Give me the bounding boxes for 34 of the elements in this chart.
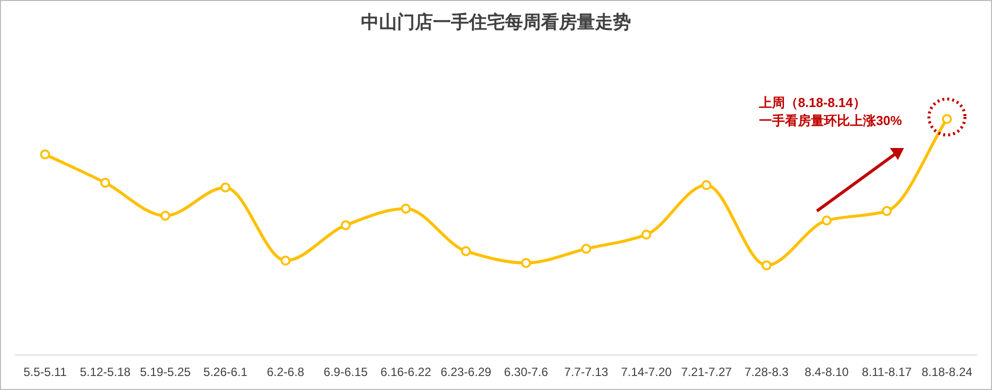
- point: [40, 149, 50, 160]
- x-tick-label: 5.5-5.11: [23, 365, 67, 379]
- point: [160, 210, 170, 221]
- annotation: 一手看房量环比上涨30%: [758, 113, 902, 128]
- x-tick-label: 7.21-7.27: [681, 365, 732, 379]
- x-tick-label: 6.9-6.15: [324, 365, 368, 379]
- text: 上周（8.18-8.14）: [758, 95, 866, 110]
- x-tick-label: 6.2-6.8: [266, 365, 305, 379]
- x-tick-label: 5.19-5.25: [140, 365, 191, 379]
- point: [641, 230, 652, 240]
- x-tick-label: 7.28-8.3: [744, 365, 789, 379]
- x-tick-label: 7.14-7.20: [620, 365, 672, 379]
- x-tick-label: 8.4-8.10: [804, 365, 850, 379]
- x-tick-label: 6.30-7.6: [504, 365, 548, 379]
- point: [460, 246, 471, 256]
- point: [762, 260, 772, 270]
- chart-title: 中山门店一手住宅每周看房量走势: [361, 12, 631, 32]
- point: [701, 180, 712, 190]
- point: [400, 204, 411, 214]
- point: [220, 182, 230, 192]
- x-tick-label: 8.11-8.17: [862, 365, 912, 379]
- point: [100, 178, 110, 188]
- point: [280, 256, 291, 266]
- point: [340, 220, 351, 230]
- x-tick-label: 7.7-7.13: [564, 365, 609, 379]
- x-tick-label: 5.26-6.1: [203, 365, 248, 379]
- x-tick-label: 6.16-6.22: [380, 365, 432, 379]
- x-tick-label: 8.18-8.24: [922, 365, 973, 379]
- point: [581, 244, 592, 254]
- x-tick-label: 6.23-6.29: [440, 365, 492, 379]
- point: [882, 206, 892, 216]
- point: [822, 215, 832, 226]
- point: [521, 258, 532, 268]
- x-tick-label: 5.12-5.18: [80, 365, 131, 379]
